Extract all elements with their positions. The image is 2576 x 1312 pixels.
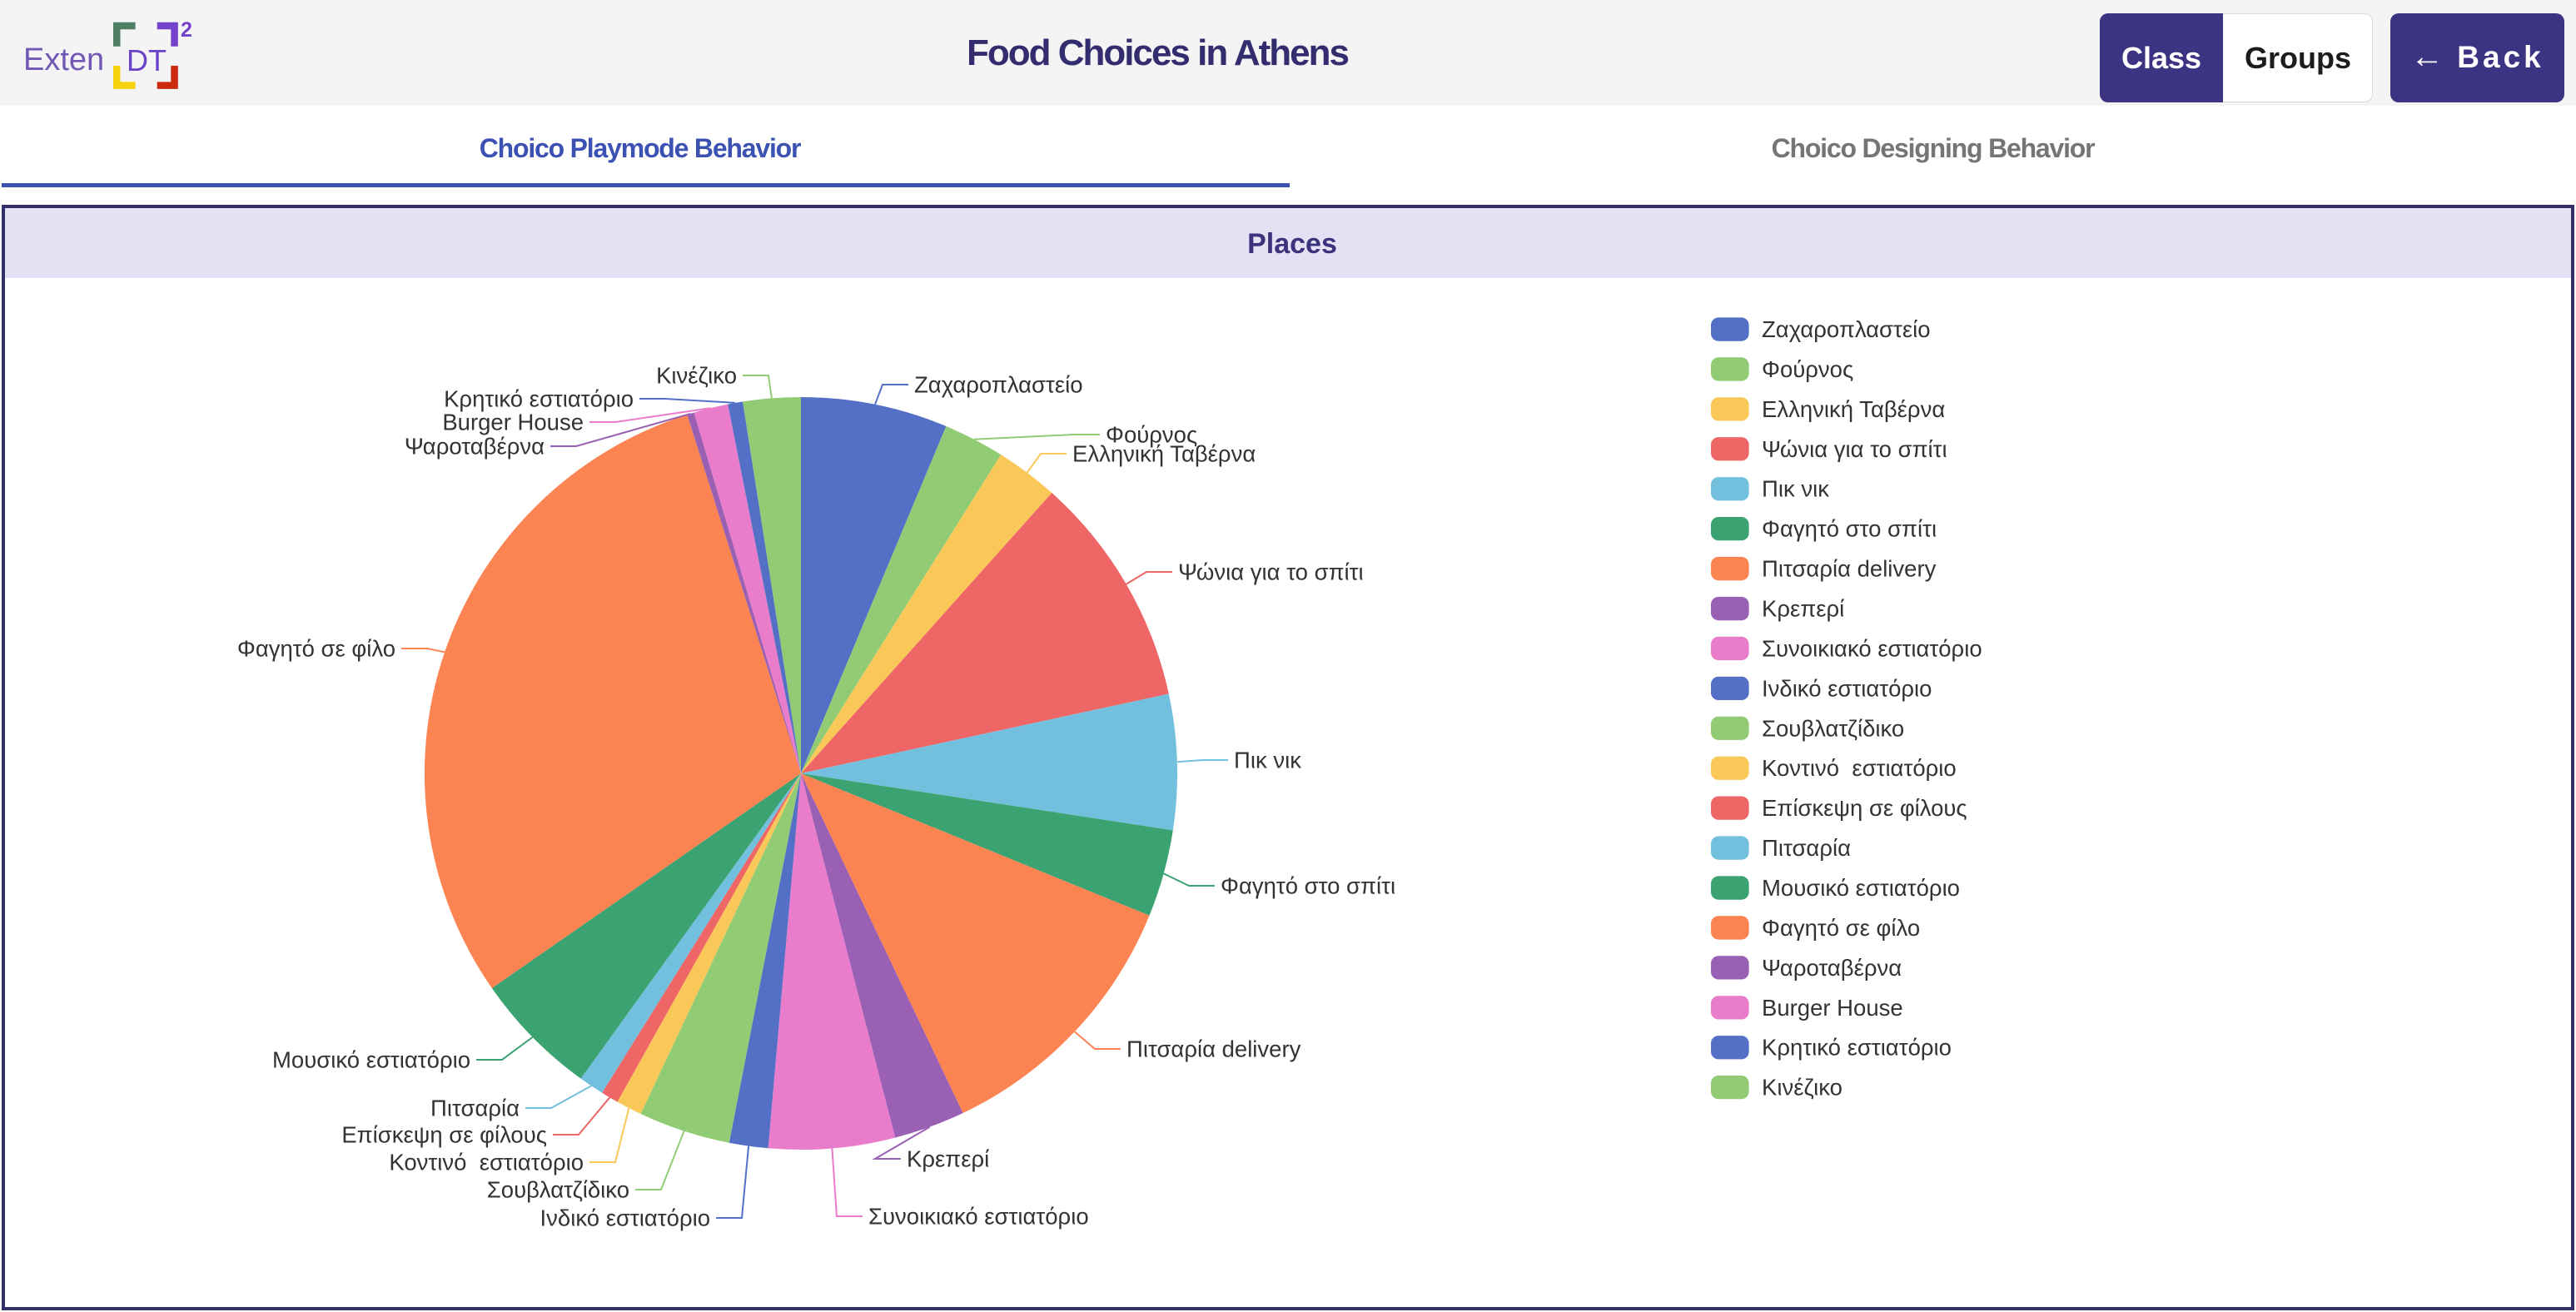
svg-text:Exten: Exten: [23, 42, 104, 77]
svg-text:Φαγητό σε φίλο: Φαγητό σε φίλο: [1762, 915, 1920, 941]
svg-text:Κρεπερί: Κρεπερί: [1762, 596, 1844, 622]
svg-text:Μουσικό εστιατόριο: Μουσικό εστιατόριο: [1762, 875, 1960, 901]
svg-text:Συνοικιακό εστιατόριο: Συνοικιακό εστιατόριο: [868, 1204, 1089, 1230]
svg-text:Πικ νικ: Πικ νικ: [1234, 748, 1301, 773]
svg-text:Πιτσαρία delivery: Πιτσαρία delivery: [1126, 1036, 1301, 1062]
svg-text:Φούρνος: Φούρνος: [1106, 422, 1197, 448]
svg-text:Κρεπερί: Κρεπερί: [907, 1146, 989, 1172]
svg-text:DT: DT: [127, 43, 167, 77]
svg-text:Φαγητό στο σπίτι: Φαγητό στο σπίτι: [1762, 516, 1937, 542]
svg-text:Πιτσαρία: Πιτσαρία: [430, 1096, 520, 1121]
svg-text:Επίσκεψη σε φίλους: Επίσκεψη σε φίλους: [341, 1122, 547, 1148]
svg-text:Σουβλατζίδικο: Σουβλατζίδικο: [1762, 715, 1904, 741]
svg-text:Burger House: Burger House: [442, 410, 584, 435]
svg-text:Ινδικό εστιατόριο: Ινδικό εστιατόριο: [1762, 675, 1932, 701]
svg-text:Φαγητό σε φίλο: Φαγητό σε φίλο: [237, 636, 395, 662]
svg-text:Burger House: Burger House: [1762, 995, 1903, 1021]
svg-text:Ζαχαροπλαστείο: Ζαχαροπλαστείο: [914, 372, 1083, 398]
svg-text:Ζαχαροπλαστείο: Ζαχαροπλαστείο: [1762, 316, 1931, 342]
svg-text:Ινδικό εστιατόριο: Ινδικό εστιατόριο: [540, 1205, 710, 1231]
svg-text:Κοντινό εστιατόριο: Κοντινό εστιατόριο: [389, 1150, 584, 1175]
svg-text:Κρητικό εστιατόριο: Κρητικό εστιατόριο: [1762, 1035, 1952, 1061]
svg-text:Ψώνια για το σπίτι: Ψώνια για το σπίτι: [1762, 436, 1947, 462]
svg-text:Ελληνική Ταβέρνα: Ελληνική Ταβέρνα: [1762, 396, 1945, 422]
svg-text:Κρητικό εστιατόριο: Κρητικό εστιατόριο: [444, 386, 634, 412]
svg-text:Ελληνική Ταβέρνα: Ελληνική Ταβέρνα: [1072, 441, 1256, 467]
svg-text:2: 2: [181, 18, 192, 42]
svg-text:Φαγητό στο σπίτι: Φαγητό στο σπίτι: [1221, 873, 1395, 899]
svg-text:Ψαροταβέρνα: Ψαροταβέρνα: [1762, 955, 1902, 981]
svg-text:Συνοικιακό εστιατόριο: Συνοικιακό εστιατόριο: [1762, 635, 1982, 661]
svg-text:Κοντινό εστιατόριο: Κοντινό εστιατόριο: [1762, 755, 1957, 781]
svg-text:Πιτσαρία: Πιτσαρία: [1762, 835, 1851, 861]
svg-text:Πικ νικ: Πικ νικ: [1762, 476, 1829, 502]
svg-text:Κινέζικο: Κινέζικο: [1762, 1075, 1842, 1101]
svg-text:Φούρνος: Φούρνος: [1762, 356, 1853, 382]
svg-text:Κινέζικο: Κινέζικο: [656, 363, 737, 389]
svg-text:Επίσκεψη σε φίλους: Επίσκεψη σε φίλους: [1762, 795, 1967, 821]
svg-text:Μουσικό εστιατόριο: Μουσικό εστιατόριο: [272, 1047, 470, 1073]
svg-text:Σουβλατζίδικο: Σουβλατζίδικο: [487, 1177, 629, 1203]
svg-text:Πιτσαρία delivery: Πιτσαρία delivery: [1762, 556, 1937, 582]
svg-text:Ψώνια για το σπίτι: Ψώνια για το σπίτι: [1178, 559, 1364, 585]
svg-text:Ψαροταβέρνα: Ψαροταβέρνα: [405, 434, 545, 460]
